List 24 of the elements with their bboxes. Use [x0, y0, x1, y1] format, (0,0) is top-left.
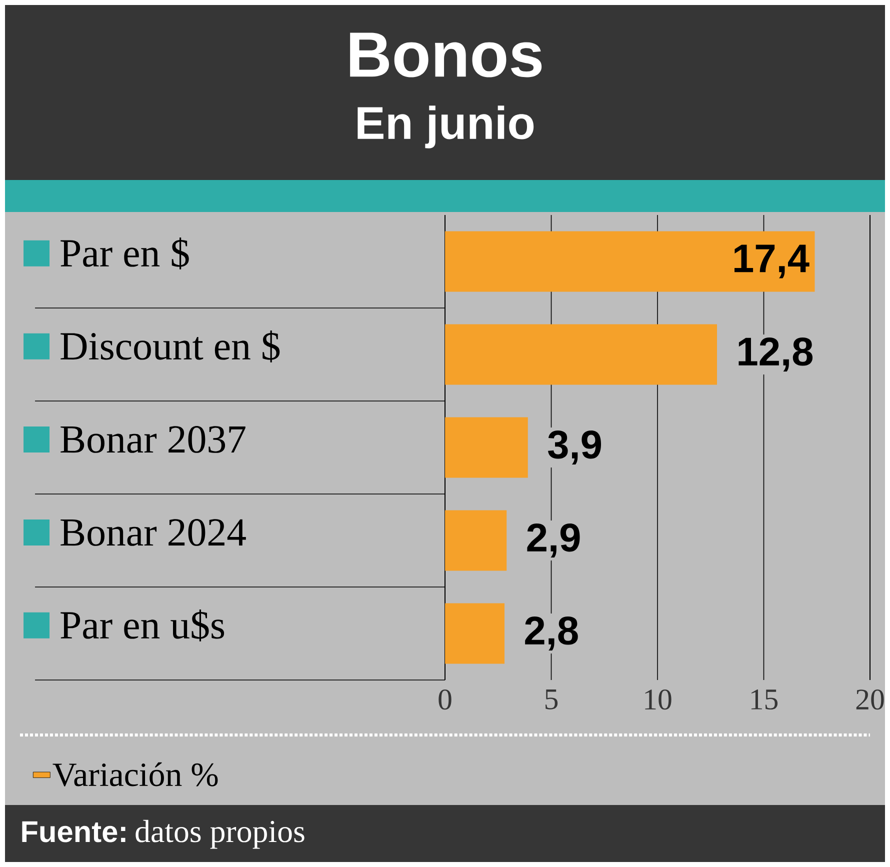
data-label: 3,9	[548, 430, 602, 464]
data-label: 2,9	[527, 523, 580, 558]
y-tick-label: Discount en $	[60, 330, 280, 362]
data-label: 12,8	[738, 337, 813, 372]
text: datos propios	[136, 820, 304, 849]
bar	[445, 417, 528, 478]
x-tick-label: 10	[645, 690, 672, 710]
y-tick-label: Bonar 2037	[60, 426, 246, 453]
y-tick-label: Bonar 2024	[60, 519, 246, 546]
y-tick-label: Par en $	[60, 238, 189, 270]
y-tick-label: Par en u$s	[60, 610, 224, 642]
x-tick-label: 15	[751, 690, 778, 710]
chart-subtitle: En junio	[358, 106, 534, 148]
data-label: 17,4	[734, 244, 810, 278]
bar	[445, 324, 718, 385]
x-tick-label: 20	[856, 690, 884, 710]
data-label: 2,8	[525, 616, 578, 650]
bar	[445, 603, 505, 664]
source-note: Fuente:	[22, 821, 126, 842]
legend-label: Variación %	[52, 762, 218, 786]
x-tick-label: 5	[546, 690, 558, 710]
bar	[445, 510, 507, 571]
chart-title: Bonos	[350, 32, 542, 78]
x-tick-label: 0	[438, 690, 452, 710]
